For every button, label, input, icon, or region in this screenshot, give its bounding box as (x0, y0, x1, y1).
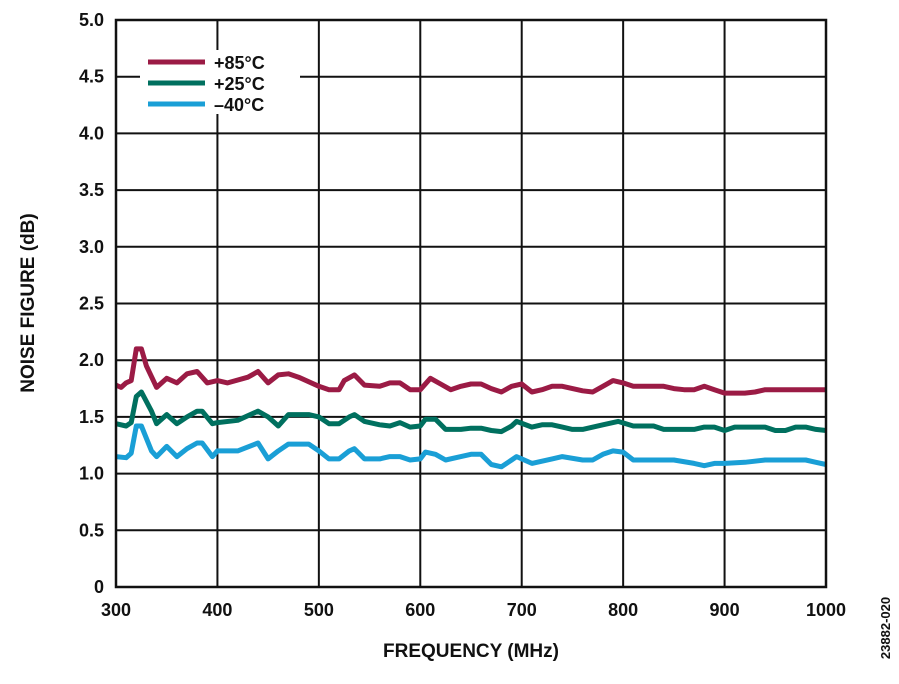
x-tick-label: 600 (405, 600, 435, 620)
y-tick-label: 4.0 (79, 123, 104, 143)
y-tick-label: 0 (94, 577, 104, 597)
legend-label: +25°C (214, 74, 265, 94)
x-tick-label: 700 (507, 600, 537, 620)
series-line (115, 389, 827, 435)
legend-label: –40°C (214, 95, 264, 115)
series-line (114, 346, 826, 396)
y-tick-label: 2.0 (79, 350, 104, 370)
x-tick-label: 300 (101, 600, 131, 620)
y-tick-labels: 0 0.5 1.0 1.5 2.0 2.5 3.0 3.5 4.0 4.5 5.0 (79, 10, 104, 597)
grid (115, 19, 827, 588)
figure-id: 23882-020 (878, 597, 893, 659)
x-tick-label: 900 (710, 600, 740, 620)
y-tick-label: 2.5 (79, 294, 104, 314)
x-axis-label: FREQUENCY (MHz) (383, 641, 559, 662)
legend-background (140, 92, 300, 114)
y-tick-label: 1.5 (79, 407, 104, 427)
x-tick-label: 1000 (806, 600, 846, 620)
series-line (115, 423, 827, 470)
y-tick-label: 3.5 (79, 180, 104, 200)
y-tick-label: 4.5 (79, 67, 104, 87)
x-tick-labels: 300 400 500 600 700 800 900 1000 (101, 600, 846, 620)
x-tick-label: 800 (608, 600, 638, 620)
legend: +85°C+25°C–40°C (140, 50, 300, 115)
plot-frame (114, 18, 828, 589)
legend-background (140, 50, 300, 72)
y-tick-label: 5.0 (79, 10, 104, 30)
y-axis-label: NOISE FIGURE (dB) (18, 213, 39, 392)
y-tick-label: 1.0 (79, 464, 104, 484)
x-tick-label: 500 (304, 600, 334, 620)
x-tick-label: 400 (202, 600, 232, 620)
y-tick-label: 3.0 (79, 237, 104, 257)
y-tick-label: 0.5 (79, 520, 104, 540)
legend-label: +85°C (214, 53, 265, 73)
legend-background (140, 71, 300, 93)
series-group (114, 346, 827, 470)
